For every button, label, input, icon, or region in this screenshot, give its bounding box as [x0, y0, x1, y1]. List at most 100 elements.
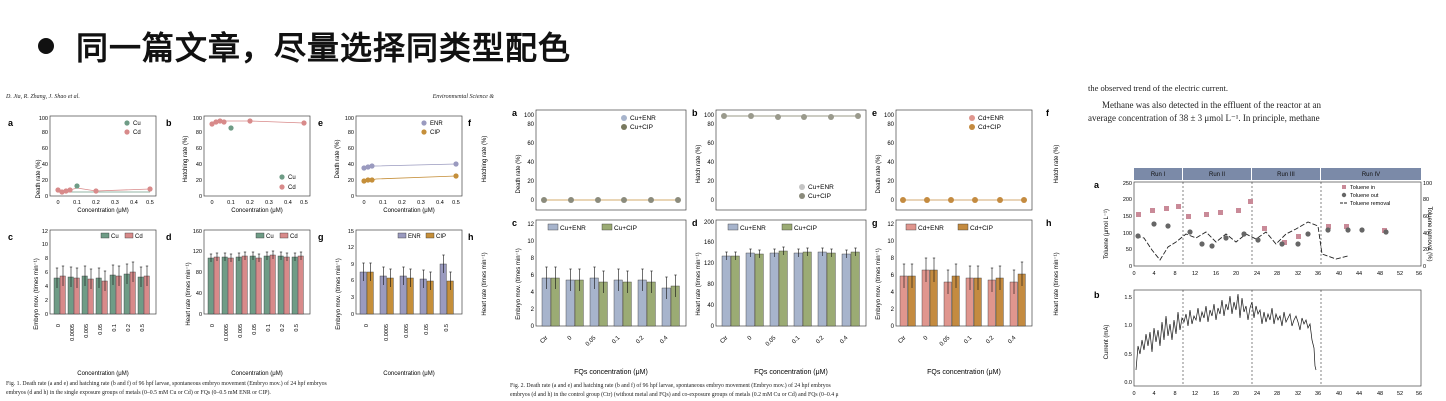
tick-label: 0 — [747, 335, 754, 342]
tick-label: 4 — [1152, 271, 1155, 277]
paper-text-line: average concentration of 38 ± 3 μmol L⁻¹… — [1088, 113, 1320, 123]
tick-label: 16 — [1213, 391, 1219, 397]
paper-text-line: the observed trend of the electric curre… — [1088, 84, 1228, 93]
panel-letter: a — [512, 108, 518, 118]
tick-label: 100 — [39, 116, 48, 122]
tick-label: 0.4 — [839, 335, 850, 346]
y-ticks: 0 2 4 6 8 10 12 — [887, 222, 894, 330]
y-ticks: 0 20 40 60 80 100 — [524, 113, 535, 204]
x-axis-label: Concentration (μM) — [231, 208, 282, 214]
tick-label: 0.2 — [92, 200, 100, 206]
bar — [802, 251, 812, 327]
tick-label: 0.2 — [635, 335, 646, 346]
legend-item: Toluene in — [1350, 185, 1375, 191]
tick-label: 0.3 — [417, 200, 425, 206]
panel-letter: e — [318, 118, 323, 128]
tick-label: 40 — [527, 160, 534, 166]
tick-label: 12 — [1192, 391, 1198, 397]
panel-letter: f — [468, 118, 472, 128]
y-ticks: 0 20 40 60 80 100 — [345, 116, 354, 200]
tick-label: 40 — [887, 160, 894, 166]
legend-item: CIP — [430, 130, 440, 136]
x-axis-label: Concentration (μM) — [383, 208, 434, 214]
tick-label: 0.005 — [238, 324, 244, 338]
data-points — [55, 183, 153, 195]
tick-label: 40 — [42, 162, 48, 168]
tick-label: 80 — [707, 122, 714, 128]
y-axis-label: Hatching rate (%) — [482, 136, 488, 183]
run-label: Run IV — [1362, 172, 1380, 178]
panel-letter: h — [1046, 218, 1052, 228]
bar — [249, 255, 256, 315]
tick-label: 56 — [1416, 271, 1422, 277]
caption-line: embryos (d and h) in the control group (… — [510, 391, 839, 398]
panel-letter: g — [318, 232, 324, 242]
data-points — [541, 197, 681, 203]
legend: Cd+ENR Cd+CIP — [969, 115, 1004, 131]
bar — [283, 256, 290, 315]
tick-label: 0.2 — [815, 335, 826, 346]
tick-label: 0.5 — [452, 200, 460, 206]
tick-label: 4 — [891, 290, 895, 296]
y-axis-label: Heart rate (times min⁻¹) — [186, 262, 192, 325]
tick-label: 4 — [1152, 391, 1155, 397]
bar — [826, 252, 836, 327]
tick-label: 100 — [1123, 231, 1132, 237]
y-axis-label: Death rate (%) — [876, 154, 882, 193]
fig2-panel-c: c Embryo mov. (times min⁻¹) 0 2 4 6 8 10… — [512, 218, 687, 376]
fig1-header-right: Environmental Science & — [432, 94, 495, 100]
tick-label: 40 — [196, 162, 202, 168]
legend-item: Cd — [288, 185, 296, 191]
tick-label: 0.0005 — [70, 324, 76, 341]
bar — [297, 255, 304, 315]
tick-label: 80 — [348, 130, 354, 136]
panel-letter: d — [692, 218, 698, 228]
tick-label: 0 — [1132, 391, 1135, 397]
x-ticks: 0 0.1 0.2 0.3 0.4 0.5 — [56, 200, 153, 206]
legend: Cd+ENR Cd+CIP — [905, 223, 993, 232]
tick-label: 0.05 — [252, 324, 258, 335]
x-ticks: Ctr 0 0.05 0.1 0.2 0.4 — [898, 335, 1018, 348]
data-points — [1135, 199, 1389, 249]
tick-label: 120 — [704, 261, 715, 267]
tick-label: 60 — [887, 141, 894, 147]
data-points — [209, 118, 307, 131]
tick-label: 8 — [891, 256, 895, 262]
tick-label: 20 — [707, 179, 714, 185]
tick-label: 0 — [1132, 271, 1135, 277]
tick-label: 60 — [1423, 214, 1429, 220]
tick-label: 0 — [351, 194, 354, 200]
bar — [291, 256, 298, 315]
x-ticks: 0 4 8 12 16 20 24 28 32 36 40 44 48 52 5… — [1132, 271, 1422, 277]
legend-item: Cu+ENR — [808, 184, 834, 191]
tick-label: 12 — [1192, 271, 1198, 277]
fig2-panel-f: f Hatch rate (%) — [1046, 108, 1060, 183]
tick-label: 44 — [1356, 391, 1362, 397]
y-ticks: 0 40 80 120 160 200 — [704, 220, 715, 330]
tick-label: 10 — [887, 239, 894, 245]
tick-label: 0.05 — [939, 335, 952, 348]
tick-label: 0.5 — [300, 200, 308, 206]
tick-label: 0 — [45, 194, 48, 200]
tick-label: 6 — [45, 270, 48, 276]
tick-label: 0 — [531, 324, 535, 330]
tick-label: 0.1 — [112, 324, 118, 332]
bar — [221, 256, 228, 315]
tick-label: 100 — [345, 116, 354, 122]
bar — [817, 251, 827, 327]
bar — [850, 251, 860, 327]
legend-item: Cu — [133, 121, 141, 127]
y-axis-label: Death rate (%) — [516, 154, 522, 193]
legend: Cu Cd — [255, 232, 298, 240]
panel-letter: a — [8, 118, 14, 128]
bar — [769, 252, 779, 327]
bullet-icon — [38, 38, 54, 54]
tick-label: 0 — [891, 324, 895, 330]
fig1-panel-c: c Embryo mov. (times min⁻¹) 0 2 4 6 8 10… — [8, 229, 157, 377]
tick-label: 12 — [42, 229, 48, 235]
legend-item: Cu+ENR — [560, 225, 586, 232]
tick-label: 40 — [1423, 231, 1429, 237]
legend-item: Cd+ENR — [978, 115, 1004, 122]
tick-label: 20 — [42, 178, 48, 184]
tick-label: 50 — [1126, 247, 1132, 253]
